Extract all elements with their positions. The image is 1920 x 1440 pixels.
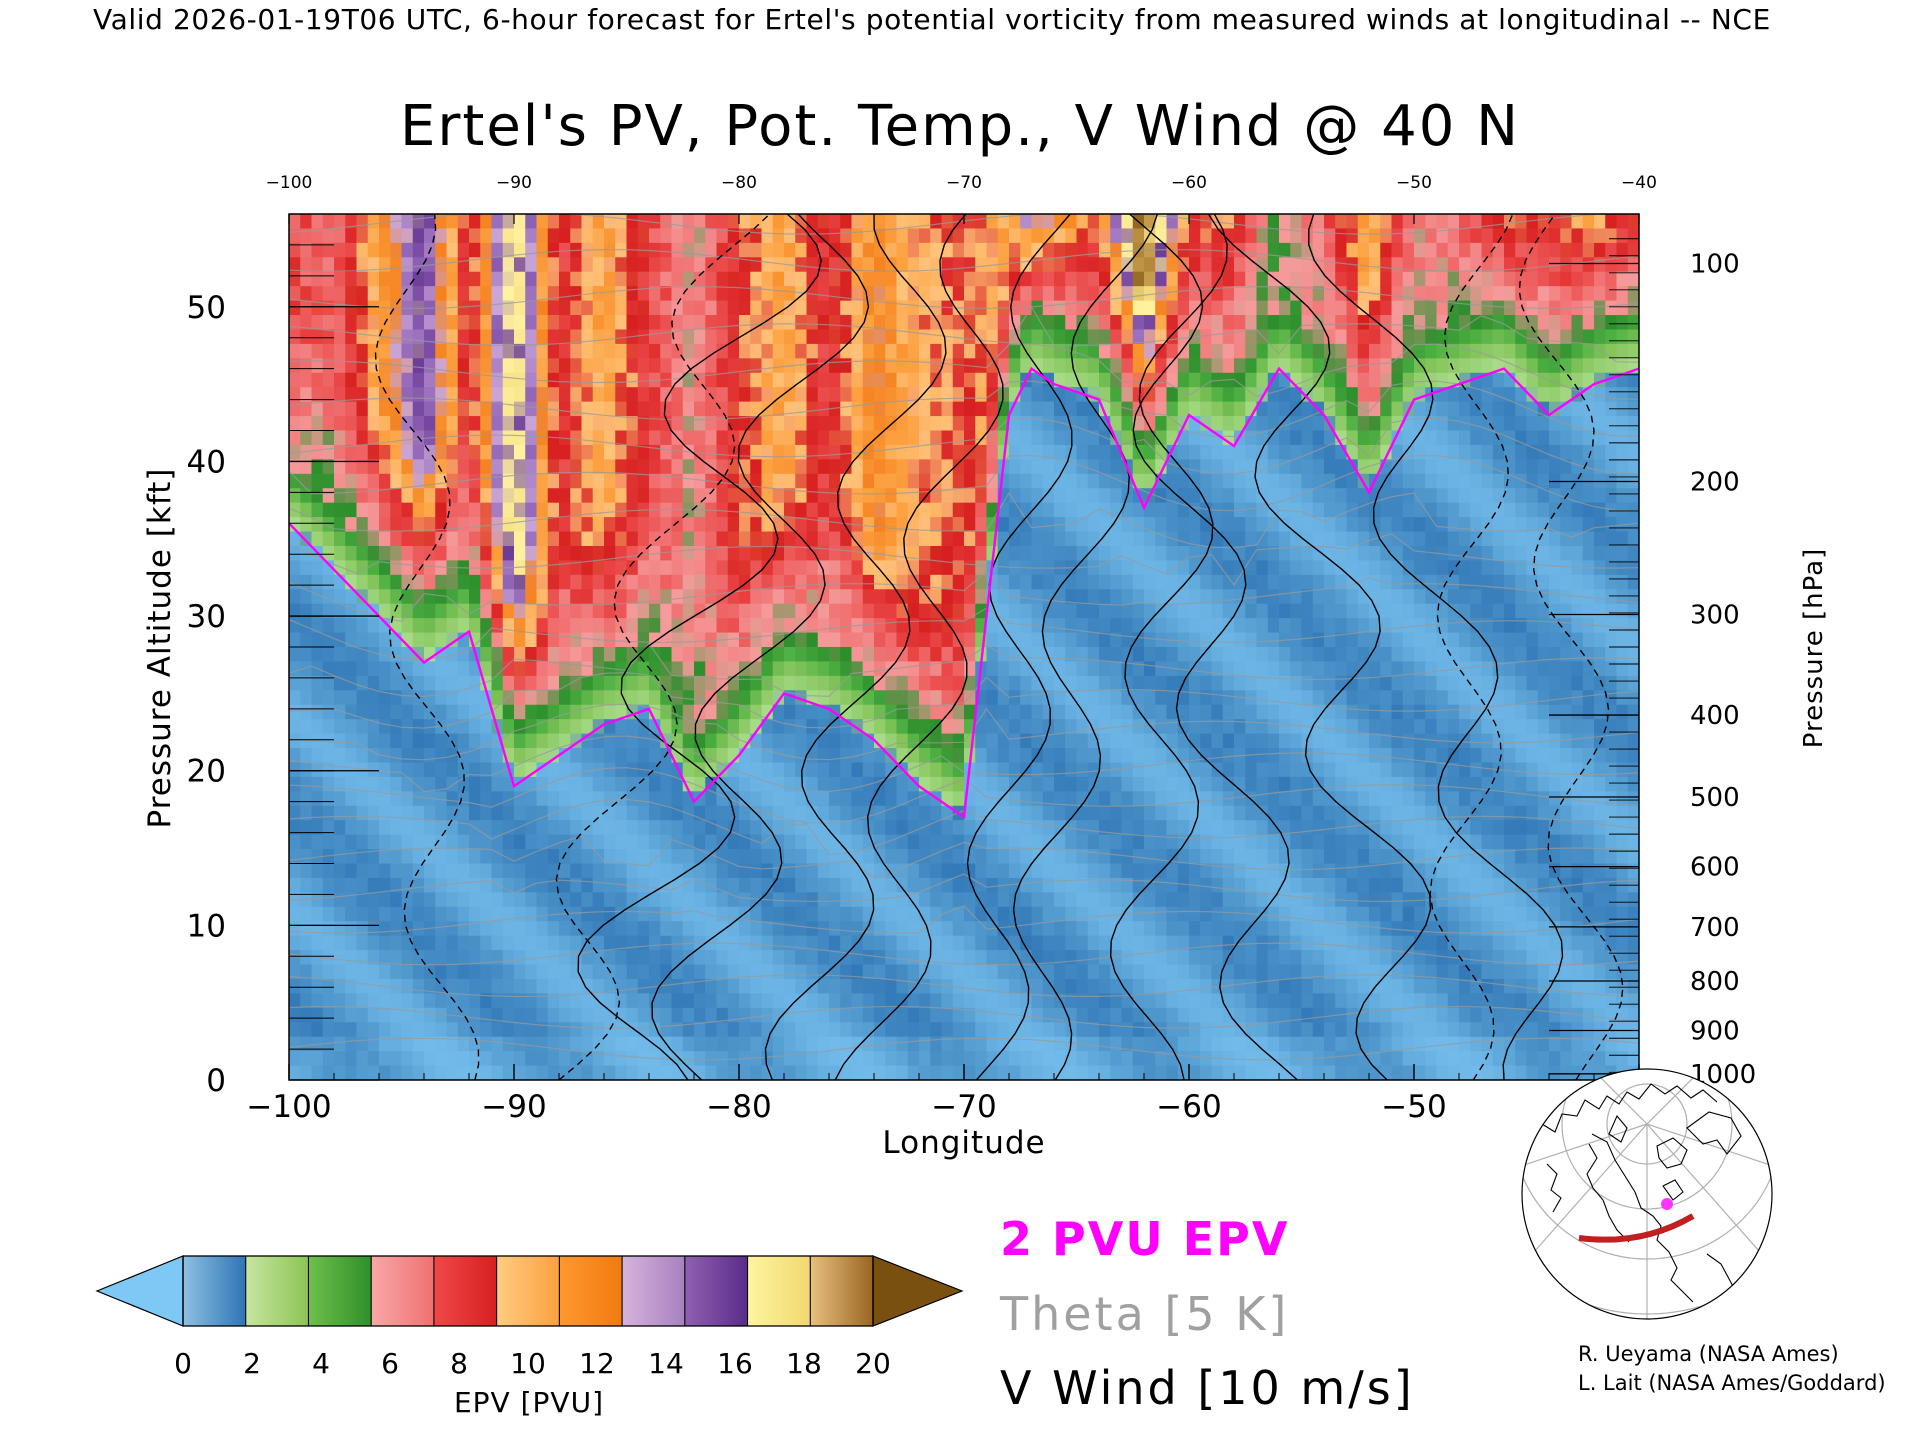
legend-theta: Theta [5 K] (999, 1287, 1289, 1341)
y-tick-label: 20 (187, 754, 226, 790)
epv-colorbar: 0 2 4 6 8 10 12 14 16 18 20 (95, 1255, 964, 1380)
colorbar-bin (684, 1256, 749, 1326)
x-top-tick-label: −100 (266, 173, 313, 193)
pressure-tick-label: 100 (1690, 249, 1740, 279)
colorbar-under-arrow (95, 1255, 184, 1327)
colorbar-bin (308, 1256, 372, 1326)
colorbar-bin (183, 1256, 247, 1326)
pressure-tick-label: 400 (1690, 701, 1740, 731)
pressure-tick-label: 800 (1690, 967, 1740, 997)
two-pvu-contour (289, 366, 1639, 820)
location-marker-icon (1661, 1198, 1673, 1210)
colorbar-bin (496, 1256, 560, 1326)
coastline-icon (1526, 1083, 1742, 1307)
y-tick-label: 0 (206, 1063, 226, 1099)
colorbar-tick-label: 14 (648, 1347, 684, 1380)
x-tick-label: −80 (706, 1089, 771, 1125)
pressure-axis-label: Pressure [hPa] (1799, 548, 1829, 749)
colorbar-tick-label: 12 (579, 1347, 615, 1380)
y-tick-label: 30 (187, 599, 226, 635)
colorbar-bin (433, 1256, 498, 1326)
valid-header: Valid 2026-01-19T06 UTC, 6-hour forecast… (93, 3, 1771, 36)
y-tick-label: 50 (187, 290, 226, 326)
colorbar-over-arrow (872, 1255, 964, 1327)
colorbar-bin (622, 1256, 686, 1326)
colorbar-tick-label: 4 (312, 1347, 330, 1380)
v-wind-contours (374, 214, 1624, 1080)
colorbar-tick-label: 0 (174, 1347, 192, 1380)
x-tick-label: −60 (1156, 1089, 1221, 1125)
pressure-tick-label: 200 (1690, 468, 1740, 498)
colorbar-tick-label: 6 (381, 1347, 399, 1380)
x-top-tick-label: −60 (1171, 173, 1207, 193)
pressure-tick-label: 600 (1690, 853, 1740, 883)
x-tick-label: −90 (481, 1089, 546, 1125)
x-tick-label: −50 (1381, 1089, 1446, 1125)
y-tick-label: 40 (187, 444, 226, 480)
x-top-tick-label: −50 (1396, 173, 1432, 193)
colorbar-bin (245, 1256, 309, 1326)
chart-title: Ertel's PV, Pot. Temp., V Wind @ 40 N (400, 94, 1520, 159)
x-axis-label: Longitude (882, 1125, 1045, 1161)
pressure-tick-label: 500 (1690, 783, 1740, 813)
credit-line-1: R. Ueyama (NASA Ames) (1578, 1342, 1839, 1366)
x-top-tick-label: −70 (946, 173, 982, 193)
colorbar-bin (810, 1256, 874, 1326)
y-tick-label: 10 (187, 908, 226, 944)
cross-section-path (1578, 1213, 1695, 1243)
colorbar-tick-label: 18 (786, 1347, 822, 1380)
pressure-tick-label: 300 (1690, 601, 1740, 631)
x-top-tick-label: −40 (1621, 173, 1657, 193)
credit-line-2: L. Lait (NASA Ames/Goddard) (1578, 1371, 1886, 1395)
theta-contours (289, 214, 1639, 1061)
x-tick-label: −70 (931, 1089, 996, 1125)
colorbar-bin (747, 1256, 811, 1326)
pressure-tick-label: 900 (1690, 1017, 1740, 1047)
y-axis: 0 10 20 30 40 50 (187, 213, 379, 1099)
y-axis-label: Pressure Altitude [kft] (142, 468, 178, 829)
colorbar-tick-label: 16 (717, 1347, 753, 1380)
x-top-tick-label: −80 (721, 173, 757, 193)
colorbar-tick-label: 20 (855, 1347, 891, 1380)
colorbar-tick-label: 8 (450, 1347, 468, 1380)
x-tick-label: −100 (246, 1089, 331, 1125)
colorbar-bin (559, 1256, 623, 1326)
x-axis-top: −100 −90 −80 −70 −60 −50 −40 (266, 173, 1657, 224)
colorbar-tick-label: 2 (243, 1347, 261, 1380)
legend: 2 PVU EPV Theta [5 K] V Wind [10 m/s] (999, 1212, 1415, 1415)
colorbar-tick-label: 10 (510, 1347, 546, 1380)
colorbar-label: EPV [PVU] (454, 1386, 604, 1419)
colorbar-bin (371, 1256, 435, 1326)
inset-globe-map (1521, 1068, 1773, 1320)
x-top-tick-label: −90 (496, 173, 532, 193)
pressure-tick-label: 700 (1690, 913, 1740, 943)
legend-2pvu: 2 PVU EPV (1000, 1212, 1289, 1266)
legend-v-wind: V Wind [10 m/s] (1000, 1361, 1415, 1415)
